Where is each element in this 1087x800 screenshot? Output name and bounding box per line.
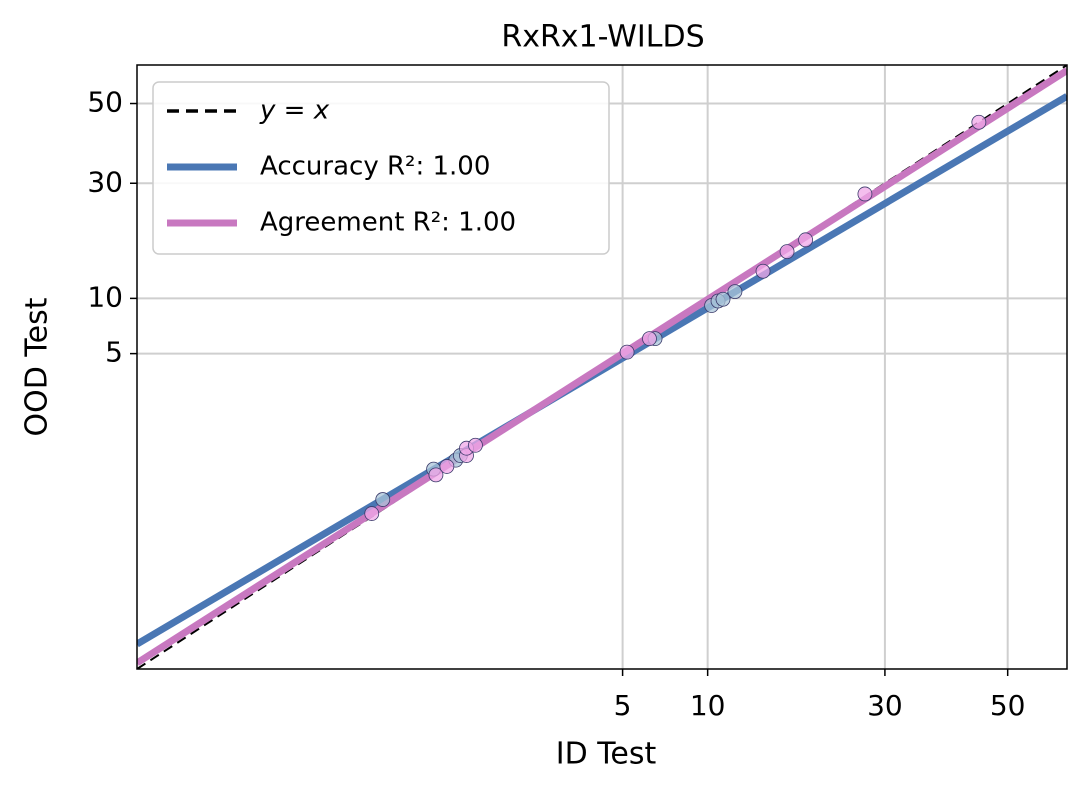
plot-area bbox=[137, 65, 1067, 669]
point bbox=[971, 114, 987, 130]
chart-title: RxRx1-WILDS bbox=[501, 20, 704, 55]
y-tick-label: 5 bbox=[105, 336, 123, 369]
point bbox=[439, 459, 455, 474]
point bbox=[727, 284, 743, 300]
legend-label: Agreement R²: 1.00 bbox=[260, 208, 516, 238]
point bbox=[715, 291, 731, 307]
y-tick-label: 50 bbox=[87, 86, 123, 119]
point bbox=[428, 467, 444, 483]
point bbox=[857, 186, 873, 202]
legend-box bbox=[152, 81, 610, 255]
plot-frame bbox=[136, 64, 1068, 670]
x-axis-label: ID Test bbox=[556, 737, 657, 772]
point bbox=[798, 232, 813, 248]
point bbox=[619, 344, 635, 360]
y-tick-label: 10 bbox=[87, 280, 123, 313]
y-axis-label: OOD Test bbox=[20, 297, 55, 436]
point bbox=[642, 331, 657, 347]
point bbox=[375, 492, 391, 507]
point bbox=[755, 263, 771, 279]
point bbox=[468, 437, 483, 453]
x-tick-label: 5 bbox=[614, 689, 632, 722]
point bbox=[364, 506, 380, 521]
x-tick-label: 10 bbox=[690, 689, 726, 722]
x-tick-label: 30 bbox=[867, 689, 903, 722]
legend-label: y = x bbox=[259, 96, 330, 126]
legend-label: Accuracy R²: 1.00 bbox=[260, 152, 490, 182]
y-tick-label: 30 bbox=[87, 165, 123, 198]
x-tick-label: 50 bbox=[990, 689, 1026, 722]
fit-line bbox=[137, 67, 1067, 666]
point bbox=[779, 244, 795, 260]
